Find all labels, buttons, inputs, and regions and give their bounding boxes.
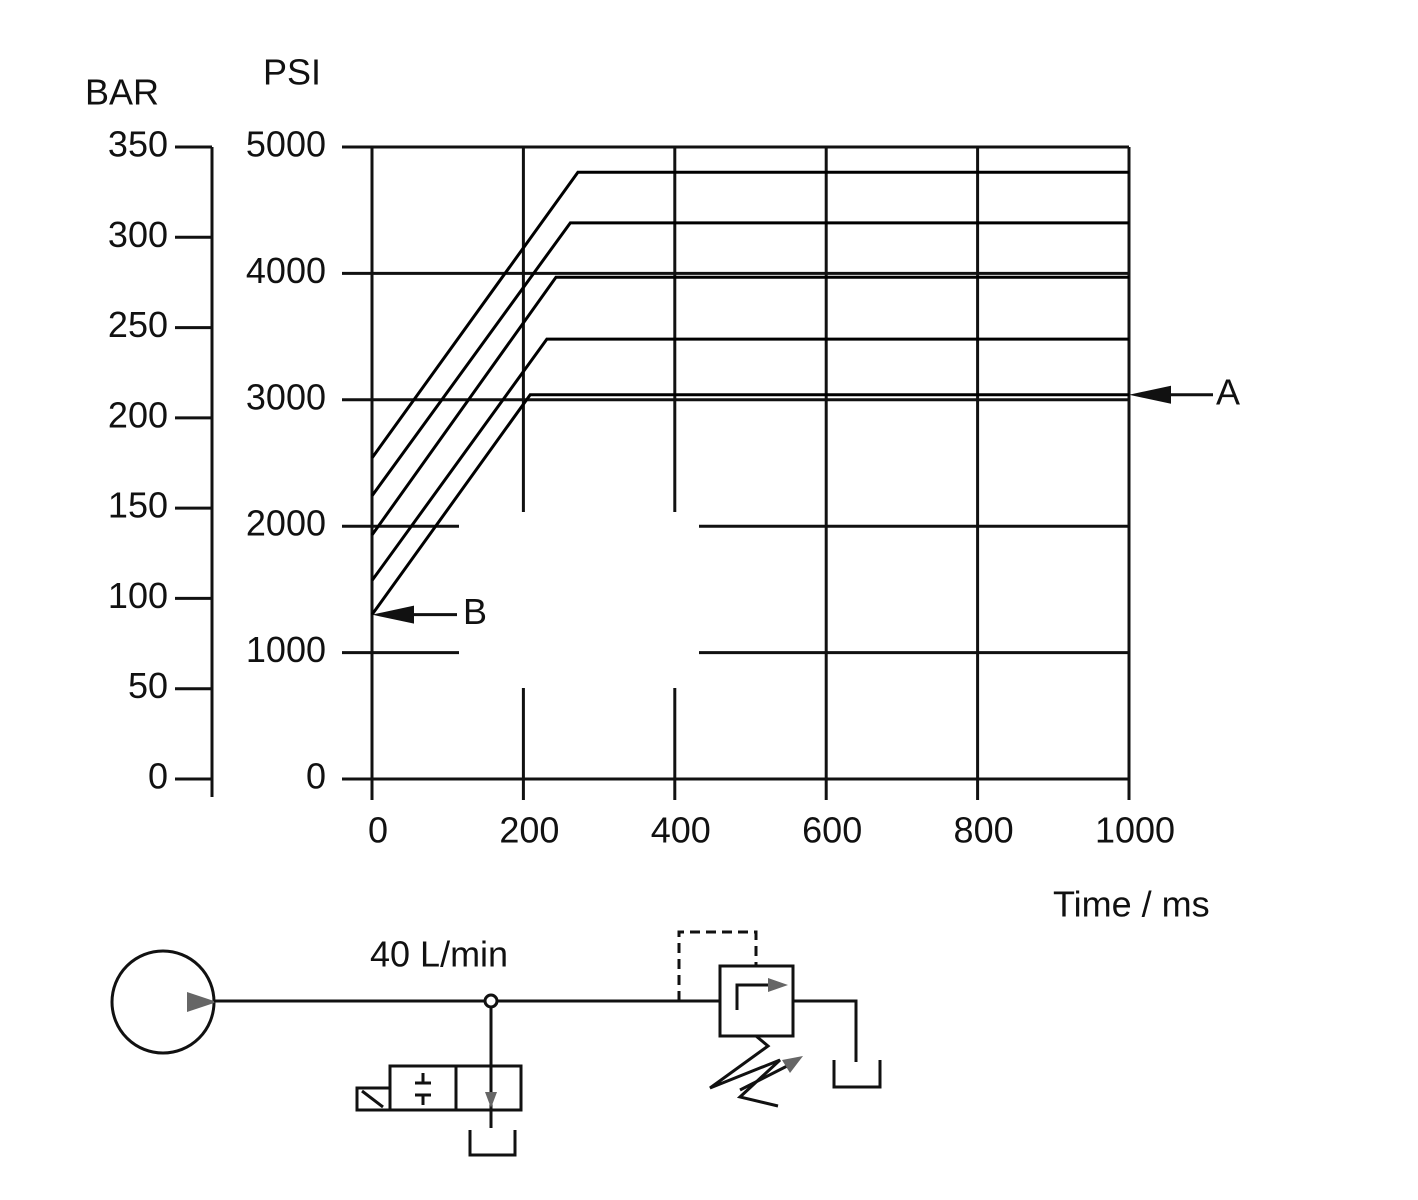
y2-tick-label: 150 [108,485,168,526]
flow-label: 40 L/min [370,934,508,975]
x-tick-label: 800 [954,810,1014,851]
y2-tick-label: 250 [108,304,168,345]
x-tick-label: 0 [368,810,388,851]
y2-tick-label: 50 [128,665,168,706]
solenoid [355,1086,392,1112]
x-tick-label: 200 [499,810,559,851]
line [370,221,1129,497]
pipe [793,999,858,1062]
tank [832,1060,882,1089]
y2-axis-label: BAR [85,72,159,113]
valve-blocked [415,1073,431,1105]
x-tick-label: 400 [651,810,711,851]
junction [483,993,499,1009]
hydraulic-schematic [110,930,882,1157]
y-tick-label: 2000 [246,503,326,544]
pump-arrow [187,992,217,1012]
y2-tick-label: 100 [108,575,168,616]
annotation-arrowhead [372,605,414,624]
annotation-arrowhead [1129,385,1171,404]
y-tick-label: 1000 [246,629,326,670]
y2-tick-label: 0 [148,756,168,797]
y-tick-label: 0 [306,756,326,797]
spring-adjust [739,1060,796,1092]
line [370,275,1129,536]
y-tick-label: 5000 [246,124,326,165]
solenoid-line [361,1089,384,1109]
line [370,393,1129,616]
relief-flow [735,983,770,1010]
x-tick-label: 600 [802,810,862,851]
pilot-line [677,930,758,1001]
x-axis-label: Time / ms [1053,884,1210,925]
y2-tick-label: 350 [108,124,168,165]
x-tick-label: 1000 [1095,810,1175,851]
relief-arrow [768,978,788,992]
annotation: A [1216,371,1240,412]
annotation: B [463,591,487,632]
grid-cutout [459,512,699,688]
spring-arrow [782,1056,803,1073]
spring [709,1034,782,1108]
tank [468,1130,517,1157]
y-tick-label: 4000 [246,250,326,291]
y-tick-label: 3000 [246,376,326,417]
line [370,337,1129,582]
y2-tick-label: 200 [108,394,168,435]
y-axis-label: PSI [263,52,321,93]
valve-arrow [485,1092,497,1108]
line [370,170,1129,459]
y2-tick-label: 300 [108,214,168,255]
